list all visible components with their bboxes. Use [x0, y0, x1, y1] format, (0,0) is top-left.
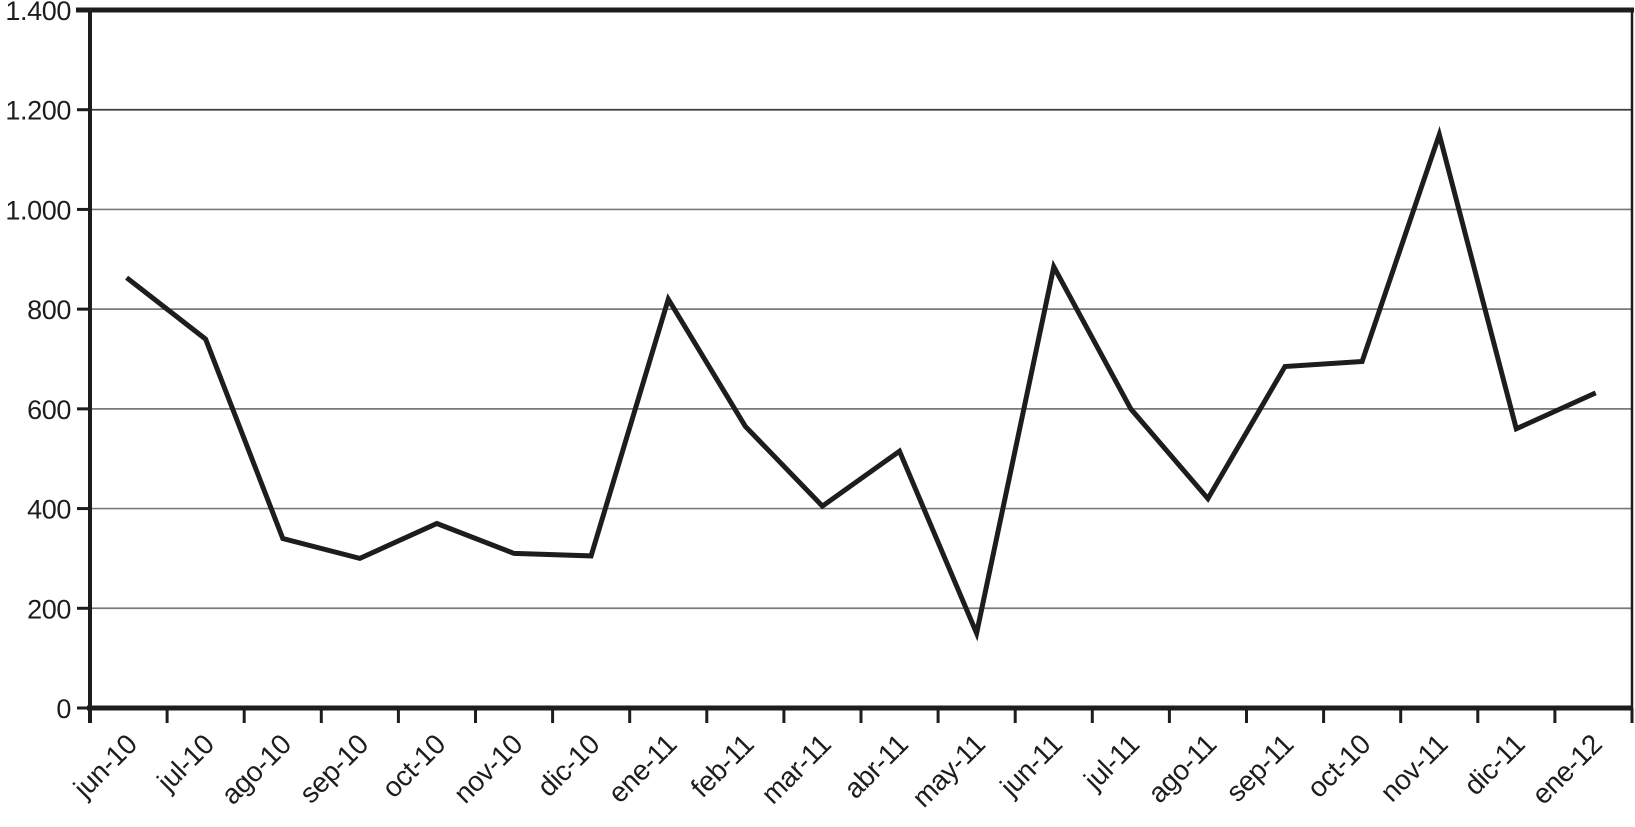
y-axis-label: 200: [27, 594, 71, 624]
x-axis-label: jul-11: [1077, 728, 1145, 796]
y-axis-label: 600: [27, 395, 71, 425]
x-axis-label: may-11: [906, 728, 991, 813]
y-axis-label: 1.000: [5, 195, 71, 225]
x-axis-label: sep-11: [1220, 728, 1299, 807]
data-line-series: [125, 125, 1597, 642]
x-axis-label: feb-11: [685, 728, 760, 803]
y-axis-label: 1.200: [5, 96, 71, 126]
x-axis-label: dic-11: [1458, 728, 1531, 801]
x-axis-label: mar-11: [755, 728, 836, 809]
x-axis-label: ene-12: [1526, 728, 1608, 810]
y-axis-label: 800: [27, 295, 71, 325]
x-axis-label: ago-10: [215, 728, 297, 810]
x-axis-label: jun-10: [67, 728, 143, 804]
x-axis-label: abr-11: [838, 728, 914, 804]
x-axis-label: jun-11: [993, 728, 1068, 803]
y-axis-label: 400: [27, 495, 71, 525]
x-axis-label: oct-10: [1301, 728, 1376, 803]
x-axis-label: dic-10: [531, 728, 605, 802]
x-axis-label: oct-10: [376, 728, 451, 803]
y-axis-label: 0: [56, 694, 71, 724]
x-axis-label: sep-10: [293, 728, 374, 809]
x-axis-label: nov-11: [1374, 728, 1453, 807]
x-axis-label: nov-10: [448, 728, 529, 809]
y-axis-label: 1.400: [5, 0, 71, 26]
x-axis-label: jul-10: [151, 728, 220, 797]
x-axis-label: ene-11: [602, 728, 682, 808]
x-axis-label: ago-11: [1142, 728, 1222, 808]
